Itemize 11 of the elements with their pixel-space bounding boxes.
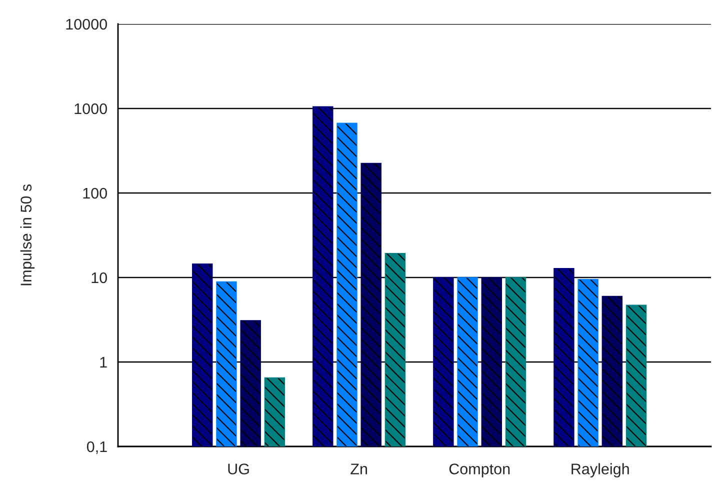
x-tick-label: UG [228, 464, 249, 474]
y-tick-label: 0,1 [86, 441, 107, 454]
y-tick-label: 1 [100, 357, 107, 368]
x-tick-label: Rayleigh [572, 463, 629, 478]
y-tick-label: 10 [92, 272, 107, 284]
y-axis-title: Impulse in 50 s [20, 184, 35, 286]
y-tick-label: 1000 [74, 103, 107, 114]
x-tick-label: Compton [449, 464, 510, 478]
y-tick-label: 100 [83, 188, 107, 199]
y-tick-label: 10000 [66, 18, 107, 30]
x-tick-label: Zn [350, 464, 367, 474]
